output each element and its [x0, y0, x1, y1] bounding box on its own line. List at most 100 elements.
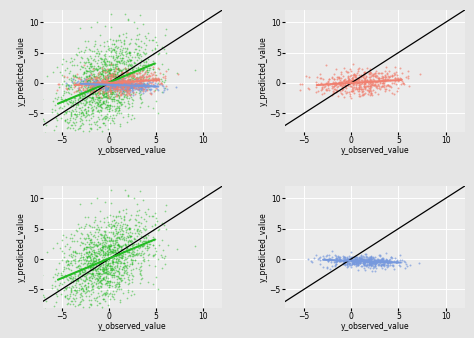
Point — [388, 73, 395, 78]
Point — [333, 259, 340, 265]
Point — [386, 83, 393, 89]
Point — [119, 88, 127, 94]
Point — [130, 60, 138, 65]
Point — [127, 89, 134, 95]
Point — [84, 270, 91, 275]
Point — [382, 259, 389, 265]
Point — [104, 80, 112, 85]
Point — [101, 291, 109, 296]
Point — [108, 82, 116, 87]
Point — [100, 85, 107, 90]
Point — [89, 83, 97, 89]
Point — [41, 130, 49, 135]
Point — [121, 66, 128, 71]
Point — [370, 256, 378, 262]
Point — [342, 68, 350, 74]
Point — [332, 258, 340, 263]
Point — [93, 123, 101, 128]
Point — [133, 66, 140, 71]
Point — [152, 215, 160, 221]
Point — [89, 79, 96, 84]
Point — [118, 83, 125, 88]
Point — [86, 74, 94, 80]
Point — [112, 284, 119, 289]
Point — [109, 232, 117, 237]
Point — [103, 81, 111, 87]
Point — [98, 68, 106, 74]
Point — [365, 255, 373, 260]
Point — [100, 84, 108, 89]
Point — [146, 73, 153, 78]
Point — [364, 80, 372, 86]
Point — [90, 257, 97, 262]
Point — [343, 261, 351, 267]
Point — [63, 82, 70, 87]
Point — [85, 242, 92, 247]
Point — [316, 71, 323, 76]
Point — [94, 94, 101, 100]
Point — [117, 46, 124, 51]
Point — [106, 108, 113, 114]
Point — [122, 243, 130, 248]
Point — [129, 81, 137, 87]
Point — [97, 108, 105, 114]
Point — [88, 95, 96, 100]
Point — [98, 94, 105, 100]
Point — [344, 256, 351, 261]
Point — [118, 97, 126, 102]
Point — [79, 255, 87, 260]
Point — [81, 84, 88, 90]
Point — [128, 71, 135, 76]
Point — [100, 91, 108, 96]
Point — [320, 255, 328, 260]
Point — [125, 84, 133, 90]
Point — [99, 249, 106, 254]
Point — [98, 247, 106, 252]
Point — [361, 77, 369, 83]
Point — [86, 229, 94, 235]
Point — [112, 67, 119, 72]
Point — [136, 89, 144, 95]
Point — [138, 239, 146, 245]
Point — [367, 79, 374, 85]
Point — [369, 263, 376, 268]
Point — [97, 90, 104, 95]
Point — [88, 267, 95, 272]
Point — [122, 207, 130, 212]
Point — [113, 93, 120, 98]
Point — [100, 91, 107, 96]
Point — [99, 88, 107, 93]
Point — [142, 59, 150, 65]
Point — [74, 278, 82, 283]
Point — [104, 78, 112, 83]
Point — [88, 86, 96, 91]
Point — [113, 69, 121, 75]
Point — [97, 78, 104, 83]
Point — [358, 88, 366, 93]
Point — [84, 112, 91, 117]
Point — [59, 72, 66, 77]
Point — [123, 222, 131, 227]
Point — [115, 84, 122, 89]
Point — [112, 86, 119, 91]
Point — [112, 219, 120, 224]
Point — [100, 235, 108, 241]
Point — [131, 81, 138, 87]
Point — [116, 78, 123, 83]
Point — [150, 77, 157, 82]
Point — [141, 227, 149, 232]
Point — [390, 266, 398, 271]
Point — [74, 272, 82, 277]
Point — [67, 291, 74, 297]
Point — [79, 128, 87, 134]
Point — [354, 260, 362, 265]
Point — [388, 80, 396, 86]
Point — [114, 83, 121, 89]
Point — [111, 81, 119, 87]
Point — [89, 82, 96, 88]
Point — [67, 98, 74, 103]
Point — [98, 61, 106, 67]
Point — [82, 92, 89, 97]
Point — [318, 84, 325, 90]
Point — [109, 62, 117, 67]
